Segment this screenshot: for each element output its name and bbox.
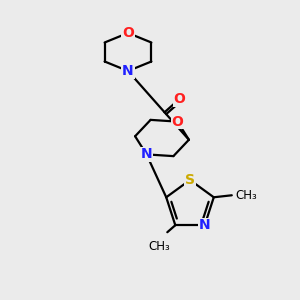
Text: O: O: [122, 26, 134, 40]
Text: CH₃: CH₃: [236, 189, 257, 202]
Text: N: N: [141, 147, 152, 161]
Text: N: N: [122, 64, 134, 78]
Text: N: N: [199, 218, 211, 232]
Text: O: O: [174, 92, 185, 106]
Text: O: O: [172, 115, 183, 129]
Text: S: S: [185, 173, 195, 187]
Text: CH₃: CH₃: [148, 240, 170, 253]
